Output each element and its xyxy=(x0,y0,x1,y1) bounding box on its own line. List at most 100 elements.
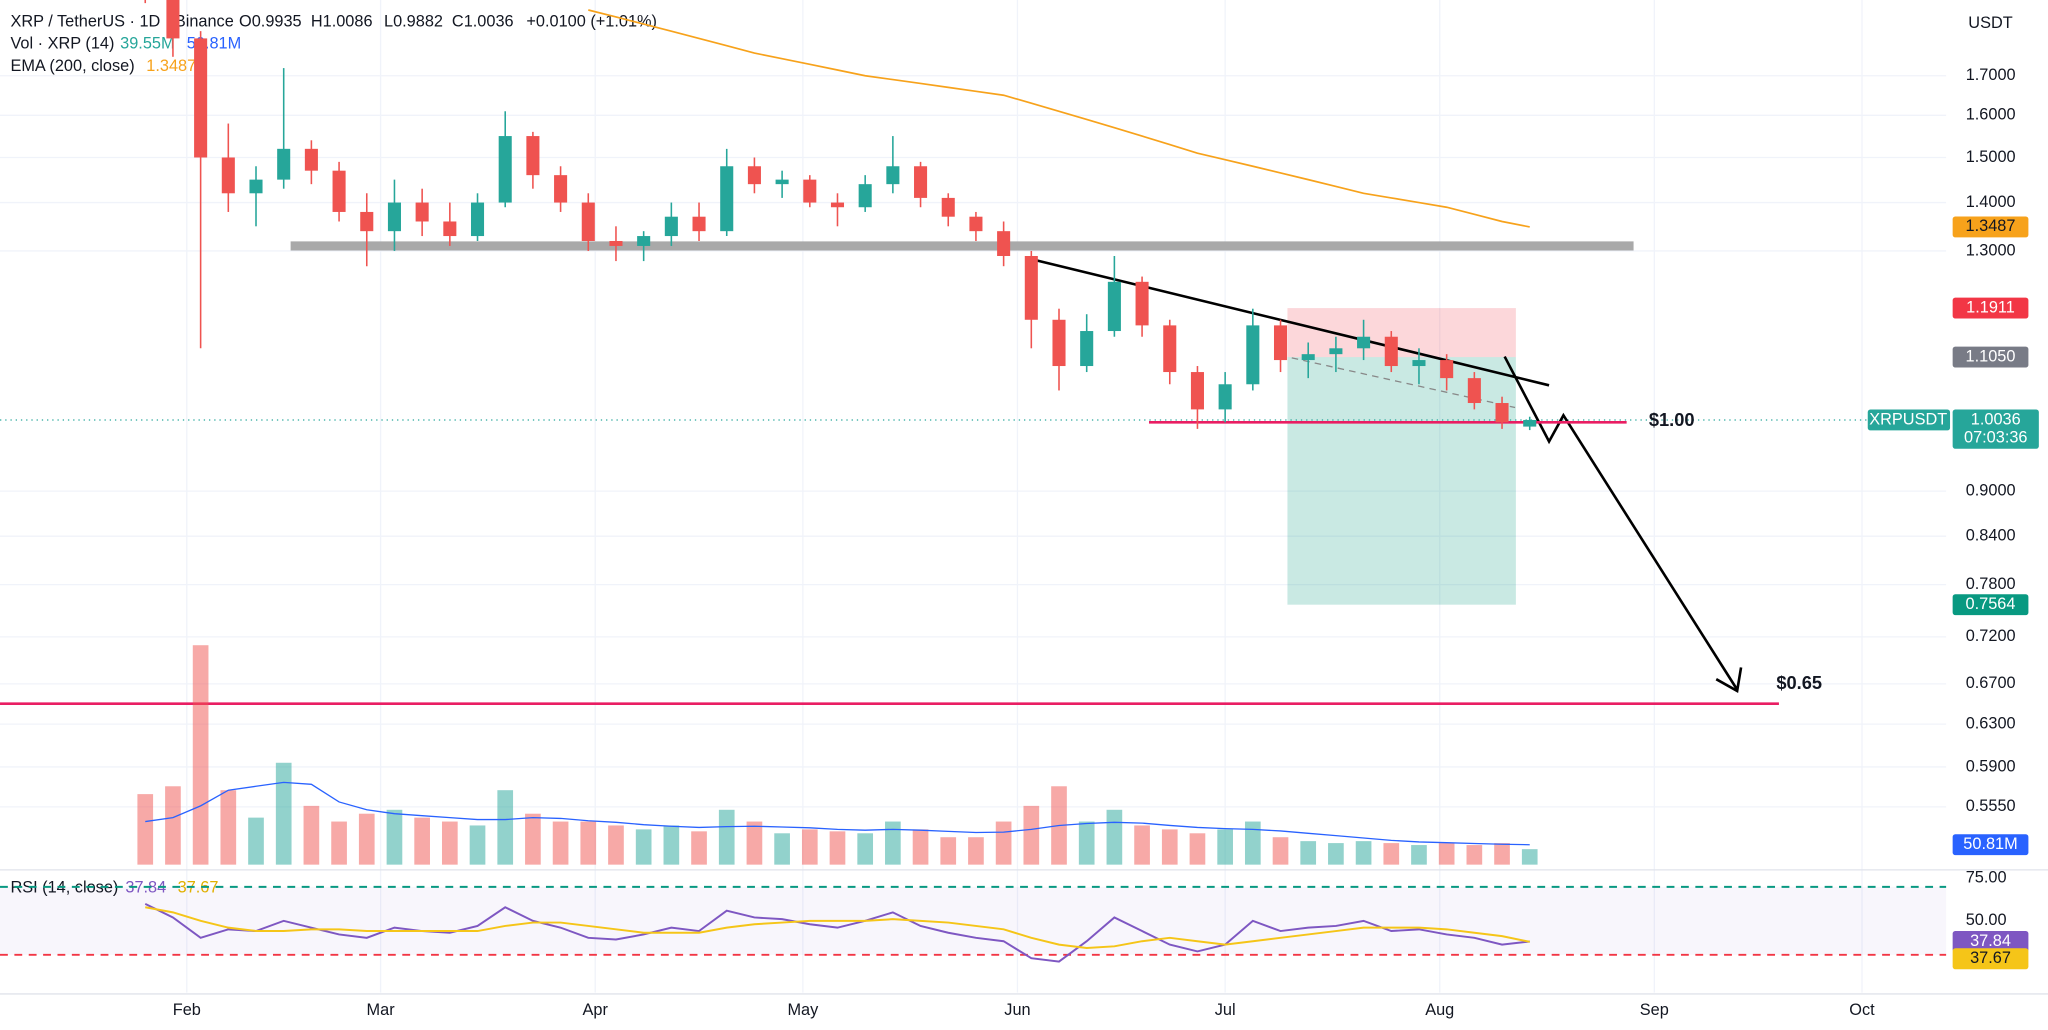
ohlc-close: C1.0036 xyxy=(452,13,514,31)
candle-body xyxy=(914,166,928,198)
candle-body xyxy=(526,136,540,176)
volume-bar xyxy=(1217,829,1233,865)
volume-bar xyxy=(995,821,1012,865)
y-tick-label: 0.7200 xyxy=(1966,627,2016,645)
candle-body xyxy=(249,179,263,194)
volume-bar xyxy=(608,825,624,865)
volume-bar xyxy=(1134,825,1150,865)
candle-body xyxy=(1440,360,1454,379)
candle-body xyxy=(830,202,845,208)
volume-bar xyxy=(1161,829,1178,865)
rsi-ma-line xyxy=(145,906,1530,949)
candle-body xyxy=(692,216,706,232)
volume-bar xyxy=(1383,843,1400,865)
volume-ma-line xyxy=(145,781,1530,846)
y-tick-label: 1.3000 xyxy=(1966,241,2016,259)
volume-bar xyxy=(1494,843,1510,865)
y-tick-label: 1.6000 xyxy=(1966,106,2016,124)
candle-body xyxy=(470,202,485,237)
volume-bar xyxy=(414,817,430,865)
volume-bar xyxy=(1244,821,1261,865)
volume-bar xyxy=(746,821,763,865)
candle-body xyxy=(554,175,568,203)
volume-bar xyxy=(1106,809,1123,865)
x-tick-label: May xyxy=(787,1001,819,1019)
rsi-ma-tag-bg xyxy=(1952,948,2029,970)
last-price-label: 1.0036 xyxy=(1971,410,2021,428)
candle-body xyxy=(1052,319,1066,367)
candle-body xyxy=(1218,384,1232,410)
volume-bar xyxy=(1300,841,1317,865)
y-tick-label: 0.5550 xyxy=(1966,797,2016,815)
candle-body xyxy=(1107,281,1121,332)
volume-bar xyxy=(718,809,735,865)
volume-value: 39.55M xyxy=(120,35,174,53)
projection-arrow xyxy=(1503,355,1739,691)
ema-value: 1.3487 xyxy=(146,57,196,75)
symbol-tag-bg xyxy=(1867,409,1951,431)
candle-body xyxy=(1163,325,1177,373)
x-tick-label: Feb xyxy=(173,1001,201,1019)
support-zone xyxy=(290,241,1634,251)
volume-bar xyxy=(940,837,957,865)
volume-bar xyxy=(1521,849,1538,865)
volume-bar xyxy=(552,821,569,865)
volume-bar xyxy=(801,829,818,865)
volume-bar xyxy=(635,829,652,865)
candle-body xyxy=(498,136,512,203)
candle-body xyxy=(1024,256,1038,320)
ema-line xyxy=(588,9,1530,228)
volume-ma-tag: 50.81M xyxy=(1963,835,2017,853)
countdown-label: 07:03:36 xyxy=(1964,429,2028,447)
volume-bar xyxy=(1078,821,1095,865)
candle-body xyxy=(360,211,374,232)
ohlc-low: L0.9882 xyxy=(384,13,443,31)
candle-body xyxy=(664,216,678,237)
last-price-bg xyxy=(1952,409,2039,449)
volume-bar xyxy=(192,645,209,865)
volume-bar xyxy=(580,821,597,865)
candle-body xyxy=(1273,325,1288,361)
rsi-tick-label: 75.00 xyxy=(1966,869,2007,887)
x-tick-label: Sep xyxy=(1640,1001,1669,1019)
ema-legend: EMA (200, close) xyxy=(10,57,134,75)
candle-body xyxy=(221,157,235,194)
candle-body xyxy=(886,166,900,185)
candle-body xyxy=(166,0,180,39)
candle-body xyxy=(387,202,401,232)
x-tick-label: Mar xyxy=(367,1001,396,1019)
entry-price-label: 1.1050 xyxy=(1966,347,2016,365)
volume-bar xyxy=(525,813,541,865)
volume-bar xyxy=(331,821,347,865)
candle-body xyxy=(720,166,734,232)
candle-body xyxy=(1467,378,1481,404)
x-tick-label: Jun xyxy=(1004,1001,1030,1019)
x-tick-label: Aug xyxy=(1425,1001,1454,1019)
target-zone xyxy=(1287,357,1516,605)
ohlc-high: H1.0086 xyxy=(311,13,373,31)
volume-bar xyxy=(469,825,486,865)
level-label: $0.65 xyxy=(1776,672,1822,693)
candle-body xyxy=(1080,331,1094,367)
volume-bar xyxy=(1466,845,1483,865)
target-price-label-bg xyxy=(1952,594,2029,616)
candle-body xyxy=(609,240,623,246)
candle-body xyxy=(747,166,761,185)
rsi-tick-label: 50.00 xyxy=(1966,911,2007,929)
candle-body xyxy=(1357,336,1371,349)
candle-body xyxy=(415,202,429,222)
volume-bar xyxy=(1272,837,1289,865)
volume-bar xyxy=(1189,833,1206,865)
y-tick-label: 1.5000 xyxy=(1966,148,2016,166)
candle-body xyxy=(858,184,872,208)
rsi-band-fill xyxy=(0,886,1947,955)
candle-body xyxy=(1329,348,1343,355)
candle-body xyxy=(803,179,817,203)
candle-body xyxy=(1301,354,1315,361)
volume-bar xyxy=(275,762,292,865)
symbol-title: XRP / TetherUS · 1D · Binance xyxy=(10,13,233,31)
volume-bar xyxy=(137,794,154,865)
rsi-tag: 37.84 xyxy=(1970,932,2011,950)
